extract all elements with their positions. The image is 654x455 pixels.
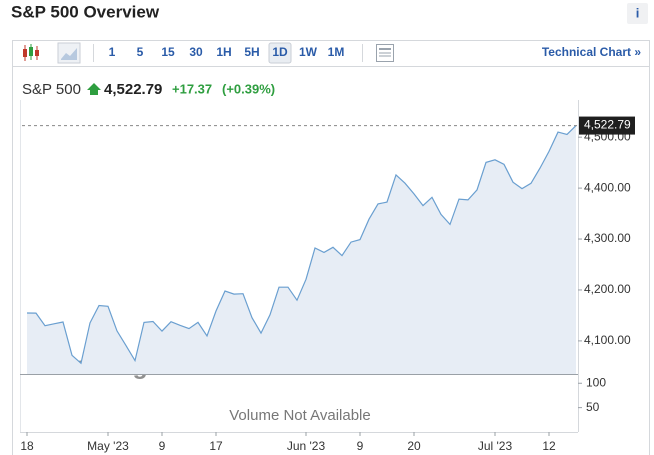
interval-button[interactable]: 1 — [109, 45, 116, 59]
interval-button[interactable]: 5H — [244, 45, 259, 59]
x-tick-label: 18 — [20, 439, 34, 453]
x-tick-label: Jun '23 — [287, 439, 326, 453]
interval-button[interactable]: 1D — [272, 45, 288, 59]
interval-button[interactable]: 1H — [216, 45, 231, 59]
x-tick-label: May '23 — [87, 439, 129, 453]
x-tick-label: 9 — [357, 439, 364, 453]
volume-note: Volume Not Available — [229, 407, 370, 424]
area-icon-shape — [61, 48, 77, 60]
technical-chart-link[interactable]: Technical Chart » — [542, 45, 641, 59]
x-tick-label: Jul '23 — [478, 439, 513, 453]
y-tick-label: 4,400.00 — [584, 180, 631, 194]
up-arrow — [87, 83, 101, 95]
last-price-box — [579, 116, 635, 135]
x-tick-label: 20 — [407, 439, 421, 453]
last-price-label: 4,522.79 — [584, 118, 631, 132]
y-tick-label: 4,100.00 — [584, 333, 631, 347]
candle-icon[interactable] — [23, 44, 39, 61]
quote-change-pct: (+0.39%) — [222, 81, 275, 96]
widget-title: S&P 500 Overview — [11, 2, 160, 21]
quote-price: 4,522.79 — [104, 81, 162, 98]
volume-tick-label: 50 — [586, 400, 600, 414]
x-tick-label: 12 — [542, 439, 556, 453]
volume-tick-label: 100 — [586, 375, 606, 389]
interval-button[interactable]: 1M — [328, 45, 345, 59]
info-icon[interactable]: i — [636, 5, 640, 20]
interval-button[interactable]: 1W — [299, 45, 318, 59]
interval-selected[interactable] — [268, 42, 292, 64]
y-tick-label: 4,300.00 — [584, 231, 631, 245]
layout-icon[interactable] — [376, 44, 394, 62]
price-line — [26, 125, 577, 365]
y-tick-label: 4,200.00 — [584, 282, 631, 296]
interval-button[interactable]: 30 — [189, 45, 203, 59]
x-tick-label: 9 — [159, 439, 166, 453]
interval-button[interactable]: 5 — [137, 45, 144, 59]
x-tick-label: 17 — [209, 439, 223, 453]
interval-button[interactable]: 15 — [161, 45, 175, 59]
info-button[interactable] — [627, 3, 648, 24]
price-area — [27, 125, 576, 374]
quote-change: +17.37 — [172, 81, 212, 96]
quote-name: S&P 500 — [22, 81, 81, 98]
